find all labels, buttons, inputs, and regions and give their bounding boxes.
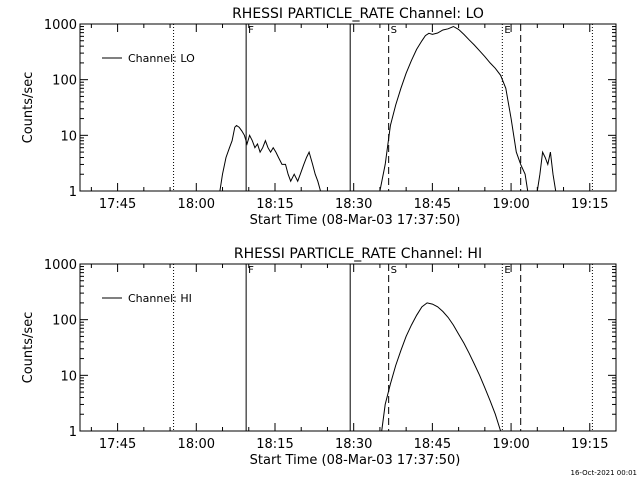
- x-tick-label: 19:00: [492, 197, 529, 212]
- y-axis-label: Counts/sec: [21, 312, 36, 384]
- series-line: [381, 302, 502, 432]
- x-tick-label: 18:30: [335, 197, 372, 212]
- y-tick-label: 1000: [44, 258, 77, 273]
- chart-title: RHESSI PARTICLE_RATE Channel: LO: [232, 6, 484, 22]
- event-marker-label: S: [391, 265, 397, 276]
- footer-timestamp: 16-Oct-2021 00:01: [571, 469, 637, 477]
- x-tick-label: 18:15: [256, 197, 293, 212]
- series-line: [219, 124, 321, 192]
- y-tick-label: 10: [60, 369, 77, 384]
- chart-title: RHESSI PARTICLE_RATE Channel: HI: [234, 246, 482, 262]
- y-tick-label: 100: [52, 74, 77, 89]
- event-marker-label: E: [504, 265, 510, 276]
- legend-label: Channel: HI: [128, 292, 192, 305]
- y-tick-label: 1: [69, 425, 77, 440]
- x-tick-label: 19:15: [571, 437, 608, 452]
- x-tick-label: 18:00: [178, 437, 215, 452]
- y-tick-label: 100: [52, 314, 77, 329]
- y-tick-label: 10: [60, 129, 77, 144]
- x-tick-label: 18:45: [414, 197, 451, 212]
- x-tick-label: 18:45: [414, 437, 451, 452]
- y-axis-label: Counts/sec: [21, 72, 36, 144]
- x-axis-label: Start Time (08-Mar-03 17:37:50): [250, 453, 461, 468]
- x-tick-label: 17:45: [99, 197, 136, 212]
- event-marker-label: F: [248, 265, 254, 276]
- x-tick-label: 18:15: [256, 437, 293, 452]
- x-tick-label: 18:30: [335, 437, 372, 452]
- plot-frame: [79, 23, 617, 192]
- x-tick-label: 18:00: [178, 197, 215, 212]
- panel-lo: RHESSI PARTICLE_RATE Channel: LO 1 10 100 10…: [21, 6, 617, 228]
- plot-frame: [79, 263, 617, 432]
- event-marker-label: F: [248, 25, 254, 36]
- legend-label: Channel: LO: [128, 52, 195, 65]
- panel-hi: RHESSI PARTICLE_RATE Channel: HI 1 10 100 10…: [21, 246, 617, 468]
- event-marker-label: E: [504, 25, 510, 36]
- event-marker-label: S: [391, 25, 397, 36]
- x-tick-label: 17:45: [99, 437, 136, 452]
- series-line: [379, 25, 529, 192]
- y-tick-label: 1: [69, 185, 77, 200]
- x-tick-label: 19:15: [571, 197, 608, 212]
- x-tick-label: 19:00: [492, 437, 529, 452]
- series-line: [536, 150, 557, 192]
- y-tick-label: 1000: [44, 18, 77, 33]
- x-axis-label: Start Time (08-Mar-03 17:37:50): [250, 213, 461, 228]
